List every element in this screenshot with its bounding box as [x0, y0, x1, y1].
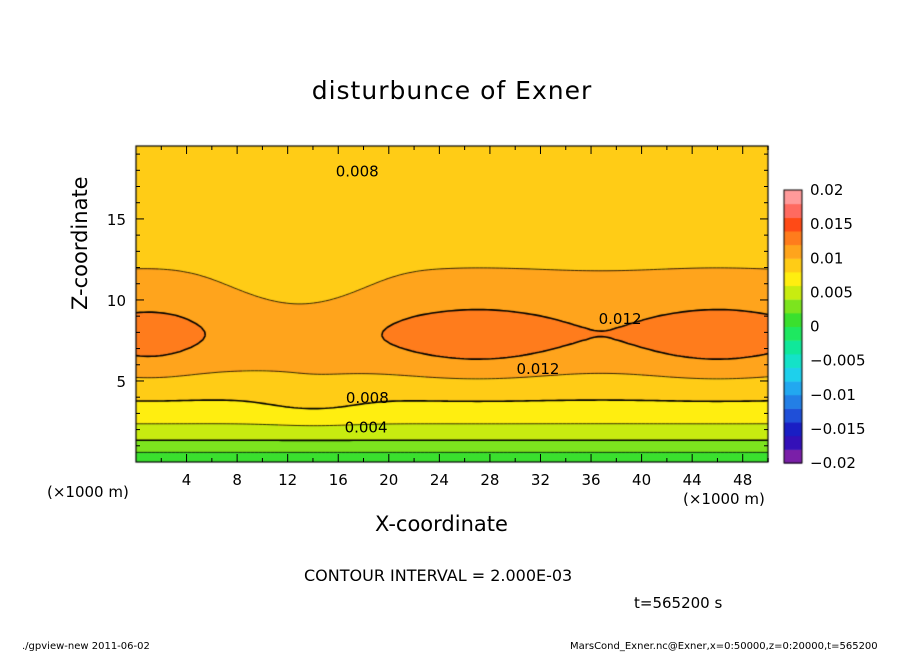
x-tick-label: 40 — [632, 471, 651, 489]
x-tick-label: 16 — [329, 471, 348, 489]
y-tick-label: 10 — [107, 292, 126, 310]
y-tick-label: 5 — [116, 373, 126, 391]
x-unit-label-left: (×1000 m) — [47, 483, 129, 501]
colorbar-labels: 0.02 0.015 0.01 0.005 0 −0.005 −0.01 −0.015 −0.0… — [810, 181, 866, 472]
colorbar-tick-label: 0.01 — [810, 249, 843, 267]
x-tick-label: 32 — [531, 471, 550, 489]
x-tick-label: 36 — [581, 471, 600, 489]
x-tick-label: 4 — [182, 471, 192, 489]
time-note: t=565200 s — [634, 594, 723, 612]
x-tick-label: 12 — [278, 471, 297, 489]
colorbar-tick-label: 0.02 — [810, 181, 843, 199]
x-tick-label: 48 — [733, 471, 752, 489]
x-axis: 4 8 12 16 20 24 28 32 36 40 44 48 — [160, 146, 769, 489]
x-unit-label-right: (×1000 m) — [683, 490, 765, 508]
colorbar-tick-label: −0.005 — [810, 352, 866, 370]
y-tick-label: 15 — [107, 211, 126, 229]
x-tick-label: 28 — [480, 471, 499, 489]
x-axis-label: X-coordinate — [375, 512, 508, 536]
contour-label: 0.012 — [599, 310, 642, 328]
colorbar-tick-label: 0.015 — [810, 215, 853, 233]
y-axis-label: Z-coordinate — [68, 176, 92, 310]
contour-label: 0.012 — [516, 360, 559, 378]
colorbar-tick-label: −0.02 — [810, 454, 856, 472]
contour-interval-note: CONTOUR INTERVAL = 2.000E-03 — [304, 566, 573, 585]
colorbar-tick-label: −0.01 — [810, 386, 856, 404]
chart-title: disturbunce of Exner — [311, 76, 593, 105]
colorbar-tick-label: 0.005 — [810, 283, 853, 301]
x-tick-label: 20 — [379, 471, 398, 489]
colorbar-tick-label: 0 — [810, 318, 820, 336]
contour-label: 0.008 — [346, 389, 389, 407]
x-tick-label: 44 — [683, 471, 702, 489]
y-axis: 5 10 15 — [107, 153, 768, 447]
x-tick-label: 24 — [430, 471, 449, 489]
x-tick-label: 8 — [232, 471, 242, 489]
contour-label: 0.008 — [336, 162, 379, 180]
footer-right: MarsCond_Exner.nc@Exner,x=0:50000,z=0:20… — [570, 641, 878, 652]
colorbar-tick-label: −0.015 — [810, 420, 866, 438]
footer-left: ./gpview-new 2011-06-02 — [22, 641, 150, 652]
contour-labels: 0.008 0.012 0.012 0.008 0.004 — [336, 162, 642, 436]
contour-label: 0.004 — [345, 418, 388, 436]
